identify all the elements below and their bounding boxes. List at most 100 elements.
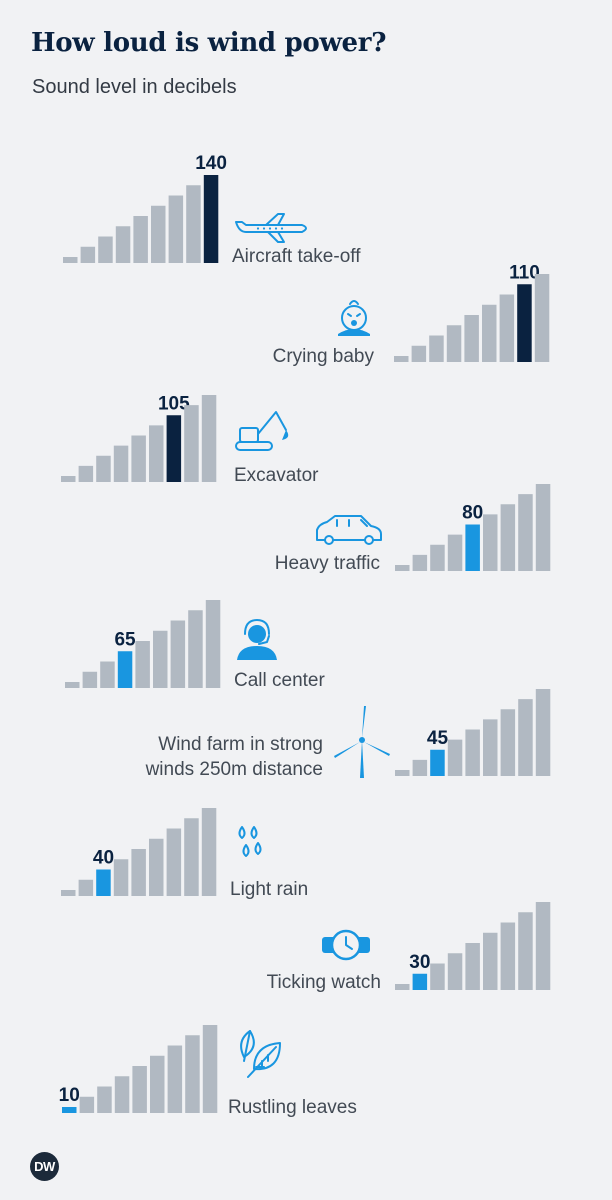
bar [482, 304, 497, 362]
value-label: 110 [509, 262, 540, 283]
watch-icon [322, 929, 370, 961]
bar-group: 40 Light rain [61, 808, 308, 900]
bar [430, 544, 445, 571]
category-label: Excavator [234, 465, 319, 486]
bar [166, 828, 182, 896]
bar [149, 838, 164, 896]
category-label: Ticking watch [267, 972, 381, 993]
bar [100, 661, 115, 688]
bar [170, 620, 186, 688]
bar [114, 1076, 130, 1113]
bar [78, 465, 94, 482]
bar [483, 719, 498, 776]
bar [465, 943, 480, 990]
bar-group: 140 Aircraft take-off [63, 153, 361, 267]
headset-person-icon [237, 619, 277, 660]
excavator-icon [235, 411, 289, 451]
airplane-icon [235, 213, 307, 243]
category-label: winds 250m distance [145, 759, 323, 780]
bar [500, 922, 516, 990]
bar [447, 953, 463, 990]
bar-highlight [430, 749, 445, 776]
bar [149, 425, 164, 482]
bar [464, 315, 479, 362]
bar [446, 325, 462, 362]
bar [65, 682, 80, 688]
bar [80, 246, 96, 263]
bar [534, 274, 550, 362]
bar [132, 1066, 147, 1113]
leaves-icon [240, 1030, 281, 1078]
bar-highlight [517, 284, 532, 362]
bar-highlight [117, 651, 133, 688]
bar [201, 808, 217, 896]
bar [412, 554, 428, 571]
dw-logo: DW [30, 1152, 59, 1181]
raindrops-icon [238, 826, 262, 857]
bar [186, 185, 201, 263]
bar [395, 565, 410, 571]
bar [185, 1035, 200, 1113]
bar [188, 610, 203, 688]
bar [184, 818, 199, 896]
category-label: Wind farm in strong [158, 734, 323, 755]
bar-highlight [62, 1107, 77, 1113]
category-label: Light rain [230, 879, 308, 900]
value-label: 30 [409, 952, 430, 973]
bar [63, 257, 78, 263]
bar-highlight [166, 415, 182, 482]
bar [168, 195, 184, 263]
bar [535, 902, 551, 990]
value-label: 10 [59, 1085, 80, 1106]
bar [202, 1025, 218, 1113]
bar [167, 1045, 183, 1113]
bar [98, 236, 113, 263]
bar [411, 345, 427, 362]
bar [500, 709, 516, 776]
bar [79, 1096, 95, 1113]
bar [61, 890, 76, 896]
wind-turbine-icon [334, 706, 390, 778]
bar [150, 1055, 165, 1113]
bar [395, 984, 410, 990]
bar [78, 879, 94, 896]
bar [430, 963, 445, 990]
category-label: Aircraft take-off [232, 246, 361, 267]
bar [153, 630, 168, 688]
bar [96, 455, 111, 482]
bar-group: 45 Wind farm in strong winds 250m distance [145, 689, 551, 780]
value-label: 40 [93, 848, 114, 869]
bar [82, 671, 98, 688]
bar [483, 932, 498, 990]
bar-group: 110 Crying baby [273, 262, 550, 367]
bar [535, 689, 551, 776]
bar [429, 335, 444, 362]
bar [447, 739, 463, 776]
bar-group: 65 Call center [65, 600, 325, 691]
bar [201, 395, 217, 482]
bar-highlight [412, 973, 428, 990]
bar [499, 294, 515, 362]
value-label: 65 [114, 629, 136, 650]
chart-subtitle: Sound level in decibels [32, 76, 237, 98]
bar-highlight [465, 524, 480, 571]
bar [465, 729, 480, 776]
category-label: Heavy traffic [275, 553, 380, 574]
category-label: Crying baby [273, 346, 375, 367]
bar [500, 504, 516, 571]
bar-group: 10 Rustling leaves [59, 1025, 357, 1118]
bar [518, 912, 533, 990]
bar-group: 80 Heavy traffic [275, 484, 551, 574]
bar [113, 445, 129, 482]
bar [113, 859, 129, 896]
bar-group: 105 Excavator [61, 393, 319, 486]
bar-highlight [96, 869, 111, 896]
bar [184, 405, 199, 482]
bar [395, 770, 410, 776]
value-label: 140 [195, 153, 227, 174]
bar [483, 514, 498, 571]
bar [151, 205, 166, 263]
category-label: Rustling leaves [228, 1097, 357, 1118]
bar-highlight [203, 175, 219, 263]
